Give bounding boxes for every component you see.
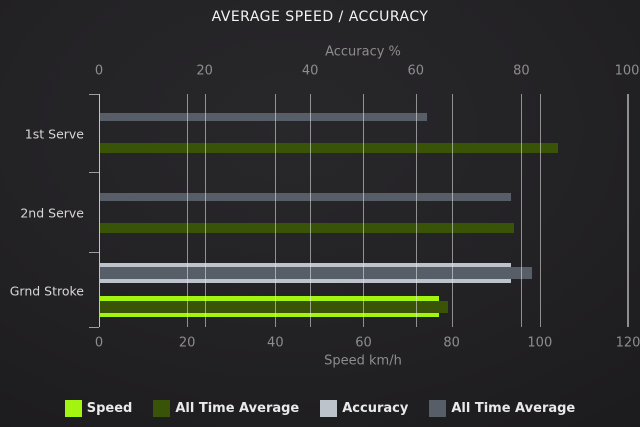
legend-label: Speed: [86, 400, 133, 416]
category-label-2nd-serve: 2nd Serve: [20, 205, 84, 221]
gridline-bottom-60: [363, 94, 365, 327]
bar-all-time-average-top-1st-serve: [99, 112, 427, 122]
legend-item-speed-0[interactable]: Speed: [64, 399, 133, 417]
y-axis-tick: [89, 327, 99, 328]
gridline-top-80: [521, 94, 523, 327]
category-label-1st-serve: 1st Serve: [24, 126, 84, 142]
bottom-axis-tick-label: 40: [267, 335, 284, 351]
gridline-bottom-100: [539, 94, 541, 327]
gridline-bottom-80: [451, 94, 453, 327]
top-axis-tick-label: 80: [513, 63, 530, 79]
gridline-top-40: [310, 94, 312, 327]
bottom-axis-tick-label: 0: [94, 335, 104, 351]
y-axis-tick: [89, 94, 99, 95]
bar-all-time-average-top-2nd-serve: [99, 192, 512, 202]
legend-label: All Time Average: [451, 400, 576, 416]
legend: Speed All Time Average Accuracy All Time Av…: [0, 396, 640, 420]
legend-swatch-accuracy-icon: [320, 399, 338, 417]
gridline-bottom-20: [187, 94, 189, 327]
legend-swatch-all-time-average-icon: [429, 399, 447, 417]
gridline-top-100: [627, 94, 628, 327]
bottom-axis-tick-label: 120: [615, 335, 640, 351]
legend-item-all-time-average-1[interactable]: All Time Average: [153, 399, 300, 417]
y-axis-tick: [89, 171, 99, 173]
chart-title: AVERAGE SPEED / ACCURACY: [211, 9, 429, 25]
category-label-grnd-stroke: Grnd Stroke: [9, 283, 84, 299]
top-axis-tick-label: 20: [196, 63, 213, 79]
bottom-axis-tick-label: 100: [527, 335, 553, 351]
legend-item-all-time-average-3[interactable]: All Time Average: [429, 399, 576, 417]
top-axis-tick-label: 60: [407, 63, 425, 79]
gridline-top-60: [415, 94, 417, 327]
legend-swatch-all-time-average-icon: [153, 399, 171, 417]
legend-label: Accuracy: [342, 400, 409, 416]
bottom-axis-tick-label: 20: [178, 335, 196, 351]
legend-label: All Time Average: [175, 400, 300, 416]
top-axis-tick-label: 0: [94, 63, 104, 79]
bottom-axis-tick-label: 80: [443, 335, 460, 351]
y-axis-line: [99, 94, 100, 327]
bar-all-time-average-bottom-2nd-serve: [99, 222, 514, 234]
bar-all-time-average-bottom-1st-serve: [99, 142, 558, 154]
bar-all-time-average-top-grnd-stroke: [99, 267, 533, 279]
legend-swatch-speed-icon: [64, 399, 82, 417]
bar-all-time-average-bottom-grnd-stroke: [99, 300, 448, 313]
top-axis-title: Accuracy %: [325, 44, 401, 60]
top-axis-tick-label: 100: [614, 63, 640, 79]
y-axis-tick: [89, 251, 99, 253]
bottom-axis-tick-label: 60: [355, 335, 372, 351]
top-axis-tick-label: 40: [301, 63, 319, 79]
bottom-axis-title: Speed km/h: [324, 353, 402, 369]
gridline-bottom-40: [275, 94, 277, 327]
legend-item-accuracy-2[interactable]: Accuracy: [320, 399, 409, 417]
gridline-bottom-120: [627, 94, 629, 327]
gridline-top-20: [204, 94, 206, 327]
